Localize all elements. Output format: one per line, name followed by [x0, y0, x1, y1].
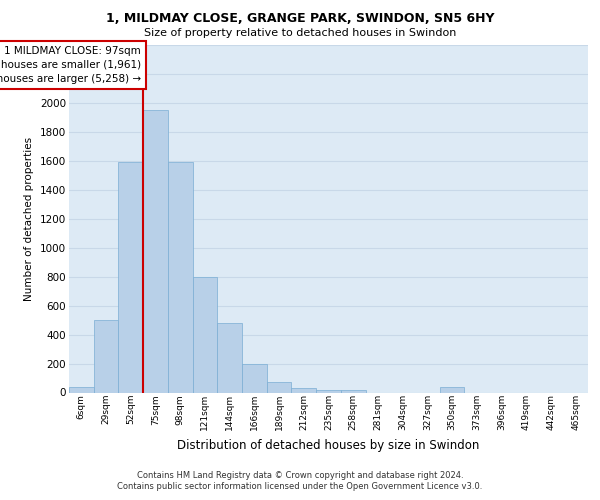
Bar [316, 390, 341, 392]
Text: 1, MILDMAY CLOSE, GRANGE PARK, SWINDON, SN5 6HY: 1, MILDMAY CLOSE, GRANGE PARK, SWINDON, … [106, 12, 494, 26]
Y-axis label: Number of detached properties: Number of detached properties [25, 136, 34, 301]
Text: 1 MILDMAY CLOSE: 97sqm
← 27% of detached houses are smaller (1,961)
72% of semi-: 1 MILDMAY CLOSE: 97sqm ← 27% of detached… [0, 46, 140, 84]
Text: Contains public sector information licensed under the Open Government Licence v3: Contains public sector information licen… [118, 482, 482, 491]
Text: Size of property relative to detached houses in Swindon: Size of property relative to detached ho… [144, 28, 456, 38]
Bar [143, 110, 168, 393]
Bar [168, 162, 193, 392]
Bar [94, 320, 118, 392]
X-axis label: Distribution of detached houses by size in Swindon: Distribution of detached houses by size … [178, 438, 479, 452]
Bar [292, 388, 316, 392]
Bar [242, 364, 267, 392]
Text: Contains HM Land Registry data © Crown copyright and database right 2024.: Contains HM Land Registry data © Crown c… [137, 471, 463, 480]
Bar [440, 386, 464, 392]
Bar [341, 390, 365, 392]
Bar [193, 276, 217, 392]
Bar [69, 386, 94, 392]
Bar [267, 382, 292, 392]
Bar [118, 162, 143, 392]
Bar [217, 323, 242, 392]
